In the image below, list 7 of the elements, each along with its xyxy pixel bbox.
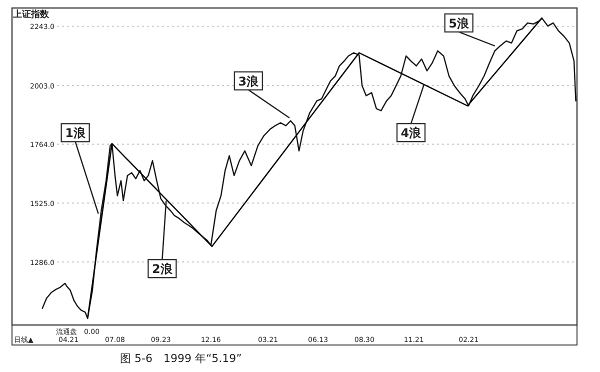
- caption: 图 5-6 1999 年“5.19”: [120, 352, 242, 365]
- annotation: 2浪: [152, 262, 174, 276]
- annotation: 4浪: [400, 126, 422, 140]
- chart-title: 上证指数: [12, 9, 50, 20]
- annotation: 3浪: [238, 74, 260, 88]
- annotation: 5浪: [448, 16, 470, 30]
- annotation: 1浪: [65, 126, 86, 140]
